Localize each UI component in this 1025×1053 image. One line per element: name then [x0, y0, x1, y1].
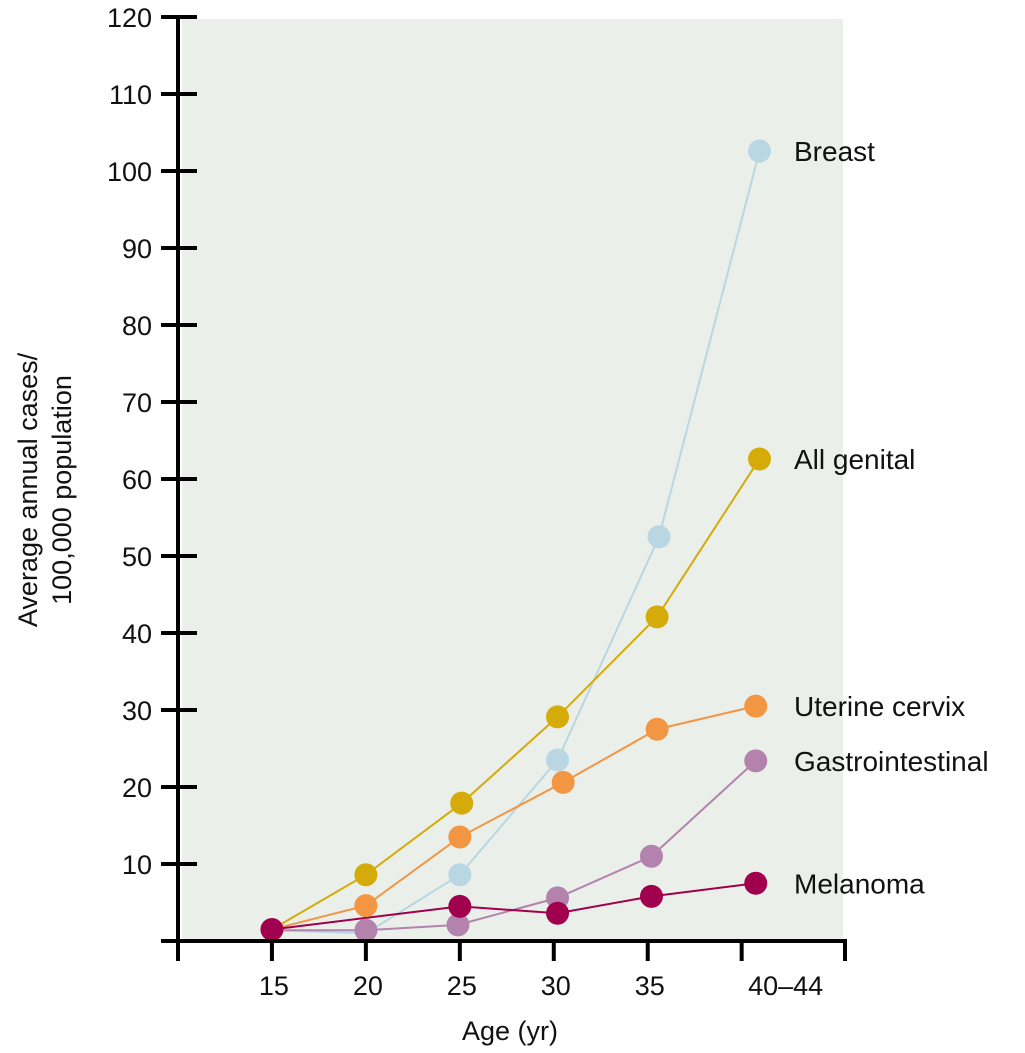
data-point-gastrointestinal [744, 749, 768, 773]
series-label-breast: Breast [794, 136, 875, 167]
series-label-melanoma: Melanoma [794, 868, 925, 899]
data-point-gastrointestinal [354, 918, 378, 942]
x-tick-label: 35 [635, 971, 665, 1001]
y-tick-label: 50 [122, 542, 152, 572]
x-tick-label: 30 [541, 971, 571, 1001]
data-point-melanoma [260, 917, 284, 941]
data-point-all-genital [748, 447, 772, 471]
data-point-all-genital [450, 791, 474, 815]
data-point-all-genital [546, 705, 570, 729]
y-axis-title-line-1: Average annual cases/ [13, 352, 43, 627]
series-line-all-genital [271, 458, 761, 931]
data-point-gastrointestinal [639, 844, 663, 868]
series-line-uterine-cervix [271, 705, 756, 931]
data-point-uterine-cervix [448, 825, 472, 849]
data-point-melanoma [639, 884, 663, 908]
data-point-melanoma [448, 894, 472, 918]
data-point-gastrointestinal [446, 913, 470, 937]
data-point-breast [546, 748, 570, 772]
y-tick-label: 120 [107, 3, 152, 33]
y-axis-ticks: 10 20 30 40 50 60 70 80 90 100 110 120 [107, 3, 197, 880]
y-tick-label: 70 [122, 388, 152, 418]
series-line-gastrointestinal [271, 760, 757, 932]
data-point-uterine-cervix [551, 770, 575, 794]
data-point-melanoma [744, 871, 768, 895]
data-point-uterine-cervix [645, 717, 669, 741]
y-axis-title: Average annual cases/ 100,000 population [13, 352, 77, 627]
plot-background [182, 19, 843, 941]
x-axis-title: Age (yr) [462, 1016, 558, 1046]
data-point-breast [647, 525, 671, 549]
series-markers [260, 139, 772, 942]
data-point-uterine-cervix [744, 694, 768, 718]
y-tick-label: 20 [122, 773, 152, 803]
series-lines [271, 150, 761, 935]
series-line-melanoma [271, 882, 756, 931]
data-point-uterine-cervix [354, 894, 378, 918]
y-tick-label: 110 [109, 80, 152, 110]
series-labels: Breast All genital Uterine cervix Gastroint… [794, 136, 989, 899]
series-label-uterine-cervix: Uterine cervix [794, 691, 965, 722]
data-point-melanoma [546, 901, 570, 925]
x-tick-label: 25 [447, 971, 477, 1001]
x-tick-label: 20 [353, 971, 383, 1001]
series-label-all-genital: All genital [794, 444, 915, 475]
y-tick-label: 90 [122, 234, 152, 264]
y-tick-label: 60 [122, 465, 152, 495]
series-line-breast [271, 150, 761, 935]
x-tick-label: 15 [259, 971, 289, 1001]
y-axis-title-line-2: 100,000 population [47, 375, 77, 605]
y-tick-label: 10 [122, 850, 152, 880]
data-point-breast [748, 139, 772, 163]
data-point-all-genital [645, 605, 669, 629]
x-tick-label: 40–44 [748, 971, 823, 1001]
series-label-gastrointestinal: Gastrointestinal [794, 746, 989, 777]
data-point-breast [448, 863, 472, 887]
y-tick-label: 30 [122, 696, 152, 726]
y-tick-label: 80 [122, 311, 152, 341]
y-tick-label: 100 [107, 157, 152, 187]
x-axis-ticks: 15 20 25 30 35 40–44 [176, 941, 847, 1001]
data-point-all-genital [354, 863, 378, 887]
y-tick-label: 40 [122, 619, 152, 649]
